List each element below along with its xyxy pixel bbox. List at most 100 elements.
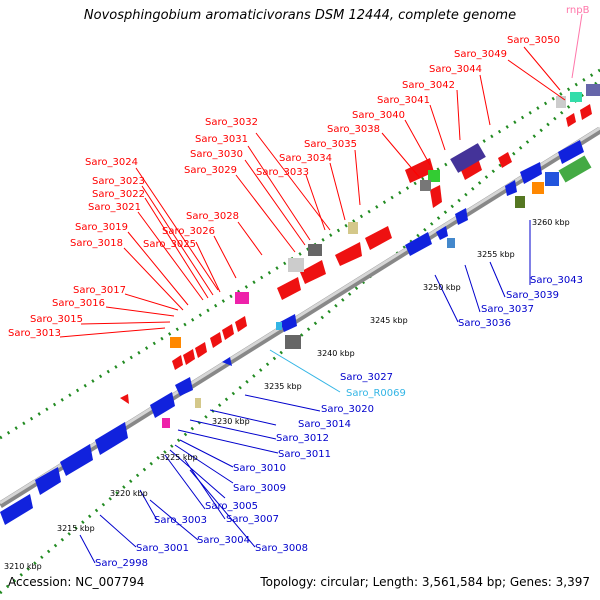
gene-saro-3027-grey: [285, 335, 301, 349]
gene-label[interactable]: Saro_3032: [205, 117, 258, 128]
gene-saro-3038: [405, 158, 434, 183]
gene-label[interactable]: Saro_3028: [186, 211, 239, 222]
top-leader-lines: [59, 46, 566, 338]
gene-label[interactable]: Saro_3015: [30, 314, 83, 325]
gene-saro-3043-green: [558, 155, 592, 183]
gene-saro-3037: [405, 232, 432, 256]
gene-saro-3033: [335, 242, 362, 266]
gene-saro-3035: [348, 222, 358, 234]
gene-saro-3040-green: [428, 170, 440, 182]
gene-label[interactable]: Saro_3043: [530, 275, 583, 286]
gene-saro-3043b: [520, 162, 542, 184]
gene-label[interactable]: Saro_3013: [8, 328, 61, 339]
gene-saro-3021: [195, 342, 207, 358]
gene-saro-3039b: [505, 180, 517, 196]
gene-label[interactable]: Saro_3005: [205, 501, 258, 512]
gene-label[interactable]: Saro_3041: [377, 95, 430, 106]
gene-label[interactable]: Saro_3014: [298, 419, 351, 430]
gene-saro-3012: [150, 392, 175, 418]
gene-label[interactable]: Saro_R0069: [346, 388, 406, 399]
gene-label[interactable]: Saro_3022: [92, 189, 145, 200]
gene-saro-3029: [277, 277, 301, 300]
gene-label[interactable]: Saro_3009: [233, 483, 286, 494]
kbp-tick: 3255 kbp: [477, 250, 515, 259]
gene-saro-3043-blue: [545, 172, 559, 186]
gene-label[interactable]: Saro_3049: [454, 49, 507, 60]
gene-label[interactable]: Saro_3003: [154, 515, 207, 526]
genome-title: Novosphingobium aromaticivorans DSM 1244…: [83, 8, 517, 23]
gene-label[interactable]: Saro_3017: [73, 285, 126, 296]
gene-label[interactable]: Saro_3011: [278, 449, 331, 460]
gene-saro-3049: [580, 104, 592, 120]
gene-saro-r0069: [276, 322, 282, 330]
gene-saro-2998: [0, 494, 33, 525]
gene-saro-3034: [365, 226, 392, 250]
gene-label[interactable]: Saro_3020: [321, 404, 374, 415]
gene-label[interactable]: Saro_3044: [429, 64, 482, 75]
gene-label[interactable]: Saro_3029: [184, 165, 237, 176]
gene-label[interactable]: Saro_3031: [195, 134, 248, 145]
kbp-tick: 3230 kbp: [212, 417, 250, 426]
bottom-gene-labels: Saro_3043 Saro_3039 Saro_3037 Saro_3036 …: [95, 275, 583, 569]
gene-label[interactable]: Saro_3040: [352, 110, 405, 121]
kbp-tick: 3215 kbp: [57, 524, 95, 533]
gene-label[interactable]: Saro_3030: [190, 149, 243, 160]
gene-label[interactable]: Saro_3039: [506, 290, 559, 301]
gene-label[interactable]: Saro_3027: [340, 372, 393, 383]
gene-label[interactable]: Saro_3018: [70, 238, 123, 249]
gene-saro-3039-olive: [515, 196, 525, 208]
kbp-tick: 3225 kbp: [160, 453, 198, 462]
gene-label[interactable]: rnpB: [566, 5, 590, 16]
gene-saro-3014: [175, 377, 193, 396]
upper-dotted-track: [0, 68, 600, 440]
gene-saro-3030: [300, 260, 326, 284]
gene-saro-3025: [235, 316, 247, 332]
gene-label[interactable]: Saro_3050: [507, 35, 560, 46]
gene-label[interactable]: Saro_3025: [143, 239, 196, 250]
lower-dotted-track: [0, 78, 600, 595]
kbp-tick: 3220 kbp: [110, 489, 148, 498]
gene-saro-3032: [308, 244, 322, 256]
kbp-tick: 3240 kbp: [317, 349, 355, 358]
gene-label[interactable]: Saro_3016: [52, 298, 105, 309]
kbp-tick-labels: 3210 kbp 3215 kbp 3220 kbp 3225 kbp 3230…: [4, 218, 570, 571]
gene-saro-3049-purple: [586, 84, 600, 96]
gene-label[interactable]: Saro_3035: [304, 139, 357, 150]
gene-label[interactable]: Saro_3004: [197, 535, 250, 546]
gene-saro-3031: [288, 258, 304, 272]
gene-label[interactable]: Saro_3023: [92, 176, 145, 187]
gene-saro-3044: [566, 113, 576, 127]
gene-label[interactable]: Saro_3026: [162, 226, 215, 237]
gene-label[interactable]: Saro_3037: [481, 304, 534, 315]
gene-label[interactable]: Saro_3007: [226, 514, 279, 525]
gene-label[interactable]: Saro_2998: [95, 558, 148, 569]
reverse-genes: [0, 140, 592, 525]
top-gene-labels: rnpB Saro_3050 Saro_3049 Saro_3044 Saro_…: [8, 5, 590, 339]
gene-label[interactable]: Saro_3033: [256, 167, 309, 178]
gene-label[interactable]: Saro_3021: [88, 202, 141, 213]
gene-label[interactable]: Saro_3012: [276, 433, 329, 444]
gene-saro-3023: [210, 332, 222, 348]
gene-saro-3050: [556, 96, 566, 108]
gene-label[interactable]: Saro_3024: [85, 157, 138, 168]
forward-genes: [120, 84, 600, 404]
gene-saro-3028: [235, 292, 249, 304]
gene-label[interactable]: Saro_3010: [233, 463, 286, 474]
gene-label[interactable]: Saro_3036: [458, 318, 511, 329]
dotted-tracks: [0, 68, 600, 595]
gene-saro-3042: [498, 152, 512, 168]
gene-saro-3020: [222, 357, 232, 366]
gene-saro-3009: [95, 422, 128, 455]
gene-label[interactable]: Saro_3042: [402, 80, 455, 91]
gene-label[interactable]: Saro_3001: [136, 543, 189, 554]
gene-label[interactable]: Saro_3019: [75, 222, 128, 233]
kbp-tick: 3260 kbp: [532, 218, 570, 227]
genome-summary: Topology: circular; Length: 3,561,584 bp…: [260, 575, 590, 589]
gene-label[interactable]: Saro_3034: [279, 153, 332, 164]
gene-saro-3043: [558, 140, 584, 164]
bottom-leader-lines: [79, 220, 531, 564]
kbp-tick: 3210 kbp: [4, 562, 42, 571]
gene-label[interactable]: Saro_3008: [255, 543, 308, 554]
rna-leader-line: [269, 349, 341, 393]
gene-label[interactable]: Saro_3038: [327, 124, 380, 135]
